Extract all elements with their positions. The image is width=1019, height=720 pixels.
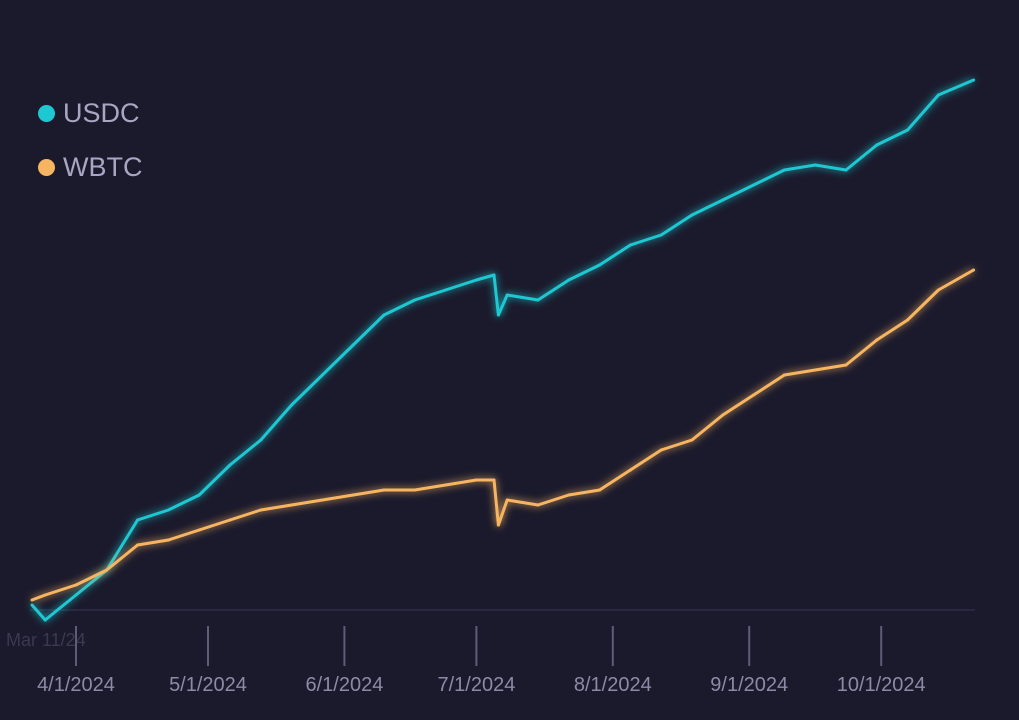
wbtc-dot-icon [38, 158, 55, 176]
data-point-usdc[interactable] [74, 593, 78, 597]
data-point-wbtc[interactable] [413, 488, 417, 492]
data-point-usdc[interactable] [492, 273, 496, 277]
data-point-wbtc[interactable] [752, 393, 756, 397]
data-point-usdc[interactable] [536, 298, 540, 302]
data-point-usdc[interactable] [290, 403, 294, 407]
data-point-wbtc[interactable] [875, 338, 879, 342]
data-point-wbtc[interactable] [628, 468, 632, 472]
data-point-usdc[interactable] [936, 93, 940, 97]
data-point-wbtc[interactable] [598, 488, 602, 492]
legend-item-wbtc[interactable]: WBTC [38, 140, 142, 194]
data-point-usdc[interactable] [320, 373, 324, 377]
data-point-usdc[interactable] [659, 233, 663, 237]
data-point-wbtc[interactable] [320, 498, 324, 502]
data-point-wbtc[interactable] [105, 568, 109, 572]
data-point-usdc[interactable] [690, 213, 694, 217]
data-point-wbtc[interactable] [659, 448, 663, 452]
data-point-wbtc[interactable] [690, 438, 694, 442]
data-point-usdc[interactable] [413, 298, 417, 302]
data-point-usdc[interactable] [496, 313, 500, 317]
data-point-usdc[interactable] [382, 313, 386, 317]
data-point-wbtc[interactable] [228, 518, 232, 522]
data-point-wbtc[interactable] [197, 528, 201, 532]
data-point-usdc[interactable] [351, 343, 355, 347]
series-line-wbtc[interactable] [31, 268, 975, 602]
data-point-usdc[interactable] [875, 143, 879, 147]
data-point-wbtc[interactable] [505, 498, 509, 502]
data-point-wbtc[interactable] [166, 538, 170, 542]
data-point-usdc[interactable] [444, 288, 448, 292]
x-tick-label: 10/1/2024 [837, 674, 926, 696]
data-point-wbtc[interactable] [382, 488, 386, 492]
data-point-usdc[interactable] [721, 198, 725, 202]
hover-date-label: Mar 11/24 [6, 630, 86, 650]
series-line-usdc[interactable] [30, 78, 975, 622]
legend-label: WBTC [63, 151, 143, 182]
data-point-usdc[interactable] [972, 78, 976, 82]
data-point-usdc[interactable] [228, 463, 232, 467]
data-point-usdc[interactable] [197, 493, 201, 497]
data-point-usdc[interactable] [166, 508, 170, 512]
data-point-wbtc[interactable] [496, 523, 500, 527]
data-point-wbtc[interactable] [567, 493, 571, 497]
data-point-wbtc[interactable] [492, 478, 496, 482]
data-point-usdc[interactable] [628, 243, 632, 247]
data-point-wbtc[interactable] [444, 483, 448, 487]
x-tick-label: 9/1/2024 [710, 674, 788, 696]
data-point-wbtc[interactable] [844, 363, 848, 367]
legend-label: USDC [63, 97, 140, 128]
data-point-wbtc[interactable] [721, 413, 725, 417]
data-point-usdc[interactable] [752, 183, 756, 187]
x-tick-label: 6/1/2024 [305, 674, 383, 696]
data-point-wbtc[interactable] [74, 583, 78, 587]
data-point-wbtc[interactable] [259, 508, 263, 512]
data-point-usdc[interactable] [598, 263, 602, 267]
data-point-wbtc[interactable] [43, 593, 47, 597]
data-point-usdc[interactable] [906, 128, 910, 132]
data-point-usdc[interactable] [844, 168, 848, 172]
data-point-usdc[interactable] [259, 438, 263, 442]
data-point-wbtc[interactable] [536, 503, 540, 507]
data-point-usdc[interactable] [474, 278, 478, 282]
data-point-wbtc[interactable] [30, 598, 34, 602]
usdc-dot-icon [38, 104, 55, 122]
data-point-wbtc[interactable] [813, 368, 817, 372]
data-point-wbtc[interactable] [972, 268, 976, 272]
data-point-usdc[interactable] [136, 518, 140, 522]
data-point-wbtc[interactable] [936, 288, 940, 292]
data-point-usdc[interactable] [567, 278, 571, 282]
x-tick-label: 5/1/2024 [169, 674, 247, 696]
x-tick-label: 8/1/2024 [574, 674, 652, 696]
legend: USDC WBTC [38, 86, 142, 194]
data-point-usdc[interactable] [782, 168, 786, 172]
data-point-wbtc[interactable] [290, 503, 294, 507]
data-point-wbtc[interactable] [474, 478, 478, 482]
data-point-wbtc[interactable] [136, 543, 140, 547]
legend-item-usdc[interactable]: USDC [38, 86, 142, 140]
data-point-wbtc[interactable] [906, 318, 910, 322]
data-point-usdc[interactable] [505, 293, 509, 297]
x-tick-label: 7/1/2024 [437, 674, 515, 696]
data-point-usdc[interactable] [43, 618, 47, 622]
x-tick-label: 4/1/2024 [37, 674, 115, 696]
data-point-wbtc[interactable] [351, 493, 355, 497]
data-point-wbtc[interactable] [782, 373, 786, 377]
data-point-usdc[interactable] [30, 603, 34, 607]
data-point-usdc[interactable] [813, 163, 817, 167]
